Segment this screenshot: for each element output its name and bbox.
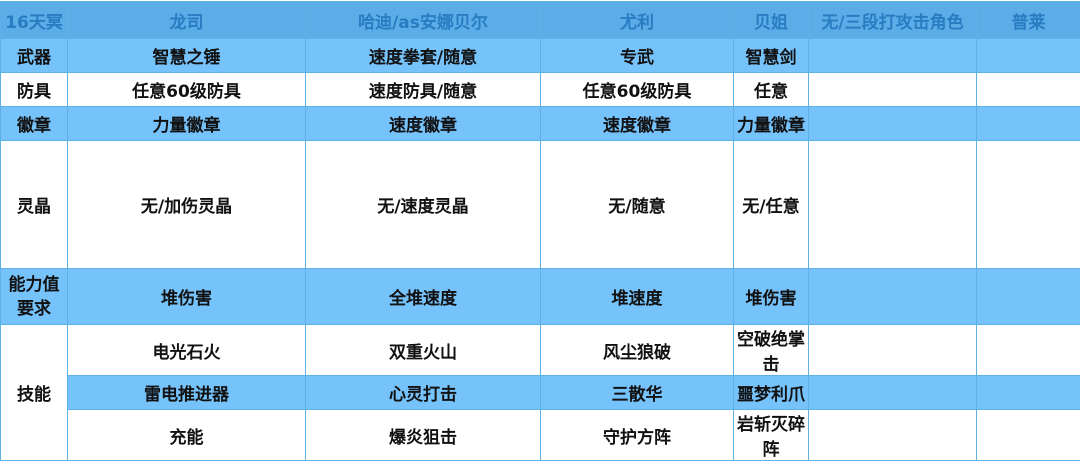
cell: 空破绝掌击	[734, 325, 809, 376]
cell: 风尘狼破	[541, 325, 734, 376]
cell: 力量徽章	[68, 107, 306, 141]
cell: 电光石火	[68, 325, 306, 376]
table-row-armor: 防具 任意60级防具 速度防具/随意 任意60级防具 任意	[1, 73, 1080, 107]
cell: 堆伤害	[68, 269, 306, 325]
cell	[977, 39, 1080, 73]
cell	[977, 73, 1080, 107]
cell: 无/随意	[541, 141, 734, 269]
cell	[809, 73, 977, 107]
cell	[809, 410, 977, 461]
cell	[809, 141, 977, 269]
cell: 双重火山	[306, 325, 541, 376]
table-row-crystal: 灵晶 无/加伤灵晶 无/速度灵晶 无/随意 无/任意	[1, 141, 1080, 269]
cell: 守护方阵	[541, 410, 734, 461]
cell: 智慧剑	[734, 39, 809, 73]
header-cell: 龙司	[68, 2, 306, 39]
cell	[809, 325, 977, 376]
table-row-skill: 充能 爆炎狙击 守护方阵 岩斩灭碎阵	[1, 410, 1080, 461]
header-cell: 普莱	[977, 2, 1080, 39]
header-cell: 无/三段打攻击角色	[809, 2, 977, 39]
cell: 充能	[68, 410, 306, 461]
cell	[977, 376, 1080, 410]
cell: 速度防具/随意	[306, 73, 541, 107]
table-row-skill: 技能 电光石火 双重火山 风尘狼破 空破绝掌击	[1, 325, 1080, 376]
cell: 堆速度	[541, 269, 734, 325]
cell: 全堆速度	[306, 269, 541, 325]
cell: 智慧之锤	[68, 39, 306, 73]
header-cell: 尤利	[541, 2, 734, 39]
cell	[809, 107, 977, 141]
cell: 专武	[541, 39, 734, 73]
cell	[977, 410, 1080, 461]
cell: 无/速度灵晶	[306, 141, 541, 269]
cell: 任意60级防具	[541, 73, 734, 107]
table-row-skill: 雷电推进器 心灵打击 三散华 噩梦利爪	[1, 376, 1080, 410]
cell: 速度徽章	[541, 107, 734, 141]
header-row: 16天冥 龙司 哈迪/as安娜贝尔 尤利 贝姐 无/三段打攻击角色 普莱	[1, 2, 1080, 39]
cell	[977, 107, 1080, 141]
row-label: 武器	[1, 39, 68, 73]
row-label: 技能	[1, 325, 68, 461]
row-label: 防具	[1, 73, 68, 107]
cell: 雷电推进器	[68, 376, 306, 410]
cell: 任意	[734, 73, 809, 107]
cell: 无/任意	[734, 141, 809, 269]
header-cell: 哈迪/as安娜贝尔	[306, 2, 541, 39]
cell	[809, 269, 977, 325]
cell: 爆炎狙击	[306, 410, 541, 461]
cell	[977, 325, 1080, 376]
cell: 无/加伤灵晶	[68, 141, 306, 269]
cell	[977, 141, 1080, 269]
cell: 噩梦利爪	[734, 376, 809, 410]
cell: 任意60级防具	[68, 73, 306, 107]
cell: 速度拳套/随意	[306, 39, 541, 73]
cell	[809, 39, 977, 73]
cell	[809, 376, 977, 410]
header-cell: 16天冥	[1, 2, 68, 39]
cell: 速度徽章	[306, 107, 541, 141]
header-cell: 贝姐	[734, 2, 809, 39]
cell: 心灵打击	[306, 376, 541, 410]
table-row-weapon: 武器 智慧之锤 速度拳套/随意 专武 智慧剑	[1, 39, 1080, 73]
row-label: 灵晶	[1, 141, 68, 269]
row-label: 徽章	[1, 107, 68, 141]
table-row-stats: 能力值要求 堆伤害 全堆速度 堆速度 堆伤害	[1, 269, 1080, 325]
cell: 力量徽章	[734, 107, 809, 141]
cell	[977, 269, 1080, 325]
cell: 岩斩灭碎阵	[734, 410, 809, 461]
cell: 三散华	[541, 376, 734, 410]
row-label: 能力值要求	[1, 269, 68, 325]
cell: 堆伤害	[734, 269, 809, 325]
table-row-badge: 徽章 力量徽章 速度徽章 速度徽章 力量徽章	[1, 107, 1080, 141]
